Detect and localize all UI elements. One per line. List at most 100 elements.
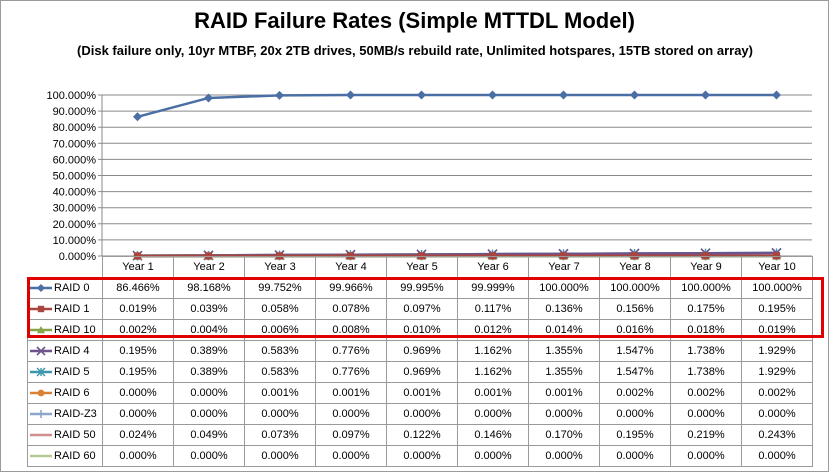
data-label: 0.122% [387, 425, 458, 446]
data-label: 0.136% [529, 299, 600, 320]
data-label: 1.355% [529, 341, 600, 362]
y-tick-label: 100.000% [46, 90, 96, 102]
legend-key-raid-4 [30, 345, 52, 357]
data-label: 0.000% [245, 404, 316, 425]
data-label: 0.156% [600, 299, 671, 320]
legend-entry-raid-z3: RAID-Z3 [28, 404, 103, 425]
data-label: 0.776% [316, 341, 387, 362]
data-label: 0.002% [671, 383, 742, 404]
table-row: RAID 5 0.195% 0.389% 0.583% 0.776% 0.969% 1.16… [28, 362, 813, 383]
legend-label: RAID 1 [54, 303, 89, 315]
data-label: 0.024% [103, 425, 174, 446]
data-label: 1.355% [529, 362, 600, 383]
legend-label: RAID 6 [54, 387, 89, 399]
table-row: RAID 50 0.024% 0.049% 0.073% 0.097% 0.122% 0.1… [28, 425, 813, 446]
y-tick-label: 80.000% [53, 122, 97, 134]
data-label: 0.006% [245, 320, 316, 341]
data-label: 0.000% [671, 404, 742, 425]
y-tick-label: 20.000% [53, 219, 97, 231]
legend-key-raid-50 [30, 429, 52, 441]
legend-key-raid-10 [30, 324, 52, 336]
x-tick-label: Year 9 [671, 257, 742, 278]
data-label: 0.002% [103, 320, 174, 341]
data-label: 0.000% [316, 446, 387, 467]
data-label: 1.162% [458, 341, 529, 362]
data-label: 0.195% [742, 299, 813, 320]
data-label: 0.243% [742, 425, 813, 446]
data-label: 1.162% [458, 362, 529, 383]
data-label: 0.170% [529, 425, 600, 446]
legend-entry-raid-5: RAID 5 [28, 362, 103, 383]
legend-entry-raid-0: RAID 0 [28, 278, 103, 299]
data-label: 0.195% [103, 362, 174, 383]
data-label: 0.097% [316, 425, 387, 446]
data-label: 100.000% [671, 278, 742, 299]
data-label: 0.583% [245, 362, 316, 383]
legend-key-raid-0 [30, 282, 52, 294]
data-label: 0.000% [245, 446, 316, 467]
data-label: 100.000% [529, 278, 600, 299]
data-label: 0.175% [671, 299, 742, 320]
data-point-raid-0 [275, 91, 284, 100]
data-label: 99.999% [458, 278, 529, 299]
legend-key-raid-1 [30, 303, 52, 315]
table-row: RAID 0 86.466% 98.168% 99.752% 99.966% 99.995… [28, 278, 813, 299]
data-label: 0.000% [316, 404, 387, 425]
data-label: 0.000% [600, 446, 671, 467]
legend-label: RAID 50 [54, 429, 96, 441]
table-row: RAID 1 0.019% 0.039% 0.058% 0.078% 0.097% 0.11… [28, 299, 813, 320]
data-point-raid-0 [346, 91, 355, 100]
data-label: 0.117% [458, 299, 529, 320]
data-label: 1.738% [671, 341, 742, 362]
legend-label: RAID 4 [54, 345, 89, 357]
legend-label: RAID 10 [54, 324, 96, 336]
y-tick-label: 10.000% [53, 235, 97, 247]
legend-key-raid-60 [30, 450, 52, 462]
data-point-raid-0 [133, 112, 142, 121]
y-tick-label: 40.000% [53, 187, 97, 199]
data-label: 0.012% [458, 320, 529, 341]
y-tick-label: 70.000% [53, 138, 97, 150]
data-label: 99.995% [387, 278, 458, 299]
data-label: 0.000% [458, 404, 529, 425]
table-row: RAID-Z3 0.000% 0.000% 0.000% 0.000% 0.000% 0.0… [28, 404, 813, 425]
legend-key-raid-6 [30, 387, 52, 399]
data-label: 1.547% [600, 362, 671, 383]
table-row: RAID 60 0.000% 0.000% 0.000% 0.000% 0.000% 0.0… [28, 446, 813, 467]
y-tick-label: 60.000% [53, 154, 97, 166]
data-label: 0.010% [387, 320, 458, 341]
legend-label: RAID 0 [54, 282, 89, 294]
data-label: 99.752% [245, 278, 316, 299]
data-label: 0.000% [174, 383, 245, 404]
data-label: 0.000% [671, 446, 742, 467]
legend-entry-raid-1: RAID 1 [28, 299, 103, 320]
x-tick-label: Year 7 [529, 257, 600, 278]
x-tick-label: Year 1 [103, 257, 174, 278]
x-tick-label: Year 4 [316, 257, 387, 278]
x-tick-label: Year 6 [458, 257, 529, 278]
data-label: 0.000% [174, 446, 245, 467]
data-label: 0.001% [245, 383, 316, 404]
data-label: 0.000% [174, 404, 245, 425]
data-label: 0.389% [174, 362, 245, 383]
data-label: 0.219% [671, 425, 742, 446]
legend-label: RAID-Z3 [54, 408, 97, 420]
x-tick-label: Year 2 [174, 257, 245, 278]
data-label: 0.195% [600, 425, 671, 446]
data-label: 0.008% [316, 320, 387, 341]
data-label: 0.969% [387, 362, 458, 383]
legend-key-raid-5 [30, 366, 52, 378]
data-label: 0.097% [387, 299, 458, 320]
data-point-raid-0 [772, 91, 781, 100]
data-label: 0.000% [742, 404, 813, 425]
data-label: 0.195% [103, 341, 174, 362]
series-line-raid-0 [138, 95, 777, 117]
legend-entry-raid-6: RAID 6 [28, 383, 103, 404]
legend-entry-raid-10: RAID 10 [28, 320, 103, 341]
x-tick-label: Year 3 [245, 257, 316, 278]
data-label: 0.078% [316, 299, 387, 320]
data-label: 1.929% [742, 362, 813, 383]
data-label: 0.583% [245, 341, 316, 362]
x-tick-label: Year 8 [600, 257, 671, 278]
data-point-raid-0 [559, 91, 568, 100]
